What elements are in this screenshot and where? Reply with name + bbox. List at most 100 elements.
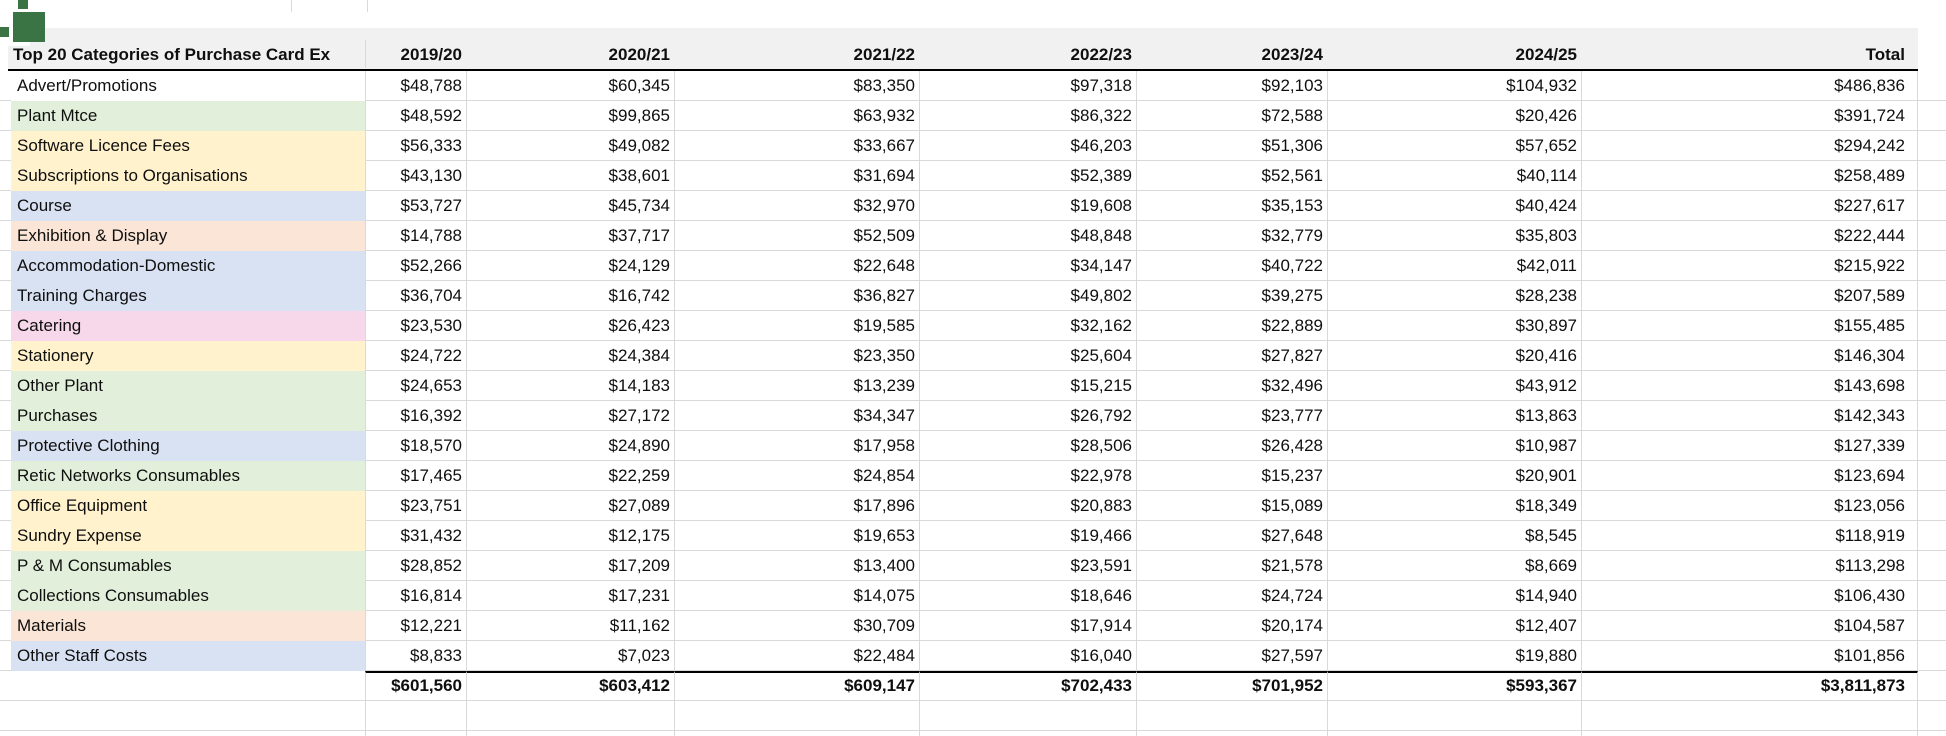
value-cell[interactable]: $104,587 bbox=[1582, 611, 1918, 641]
value-cell[interactable]: $40,114 bbox=[1328, 161, 1582, 191]
gutter-cell[interactable] bbox=[0, 71, 11, 101]
value-cell[interactable]: $12,407 bbox=[1328, 611, 1582, 641]
spacer-cell[interactable] bbox=[1918, 521, 1946, 551]
value-cell[interactable]: $18,646 bbox=[920, 581, 1137, 611]
row-label-cell[interactable]: Retic Networks Consumables bbox=[11, 461, 365, 491]
gutter-cell[interactable] bbox=[0, 311, 11, 341]
total-value-cell[interactable]: $609,147 bbox=[675, 671, 920, 701]
gutter-cell[interactable] bbox=[0, 221, 11, 251]
value-cell[interactable]: $83,350 bbox=[675, 71, 920, 101]
value-cell[interactable]: $17,958 bbox=[675, 431, 920, 461]
value-cell[interactable]: $22,259 bbox=[467, 461, 675, 491]
value-cell[interactable]: $146,304 bbox=[1582, 341, 1918, 371]
value-cell[interactable]: $22,978 bbox=[920, 461, 1137, 491]
row-label-cell[interactable]: Stationery bbox=[11, 341, 365, 371]
value-cell[interactable]: $15,237 bbox=[1137, 461, 1328, 491]
value-cell[interactable]: $19,653 bbox=[675, 521, 920, 551]
value-cell[interactable]: $23,530 bbox=[365, 311, 467, 341]
value-cell[interactable]: $40,722 bbox=[1137, 251, 1328, 281]
value-cell[interactable]: $48,788 bbox=[365, 71, 467, 101]
value-cell[interactable]: $27,827 bbox=[1137, 341, 1328, 371]
spacer-cell[interactable] bbox=[1918, 551, 1946, 581]
value-cell[interactable]: $24,724 bbox=[1137, 581, 1328, 611]
gutter-cell[interactable] bbox=[0, 461, 11, 491]
value-cell[interactable]: $215,922 bbox=[1582, 251, 1918, 281]
row-label-cell[interactable] bbox=[11, 671, 365, 701]
total-value-cell[interactable]: $701,952 bbox=[1137, 671, 1328, 701]
spacer-cell[interactable] bbox=[1918, 221, 1946, 251]
value-cell[interactable]: $20,426 bbox=[1328, 101, 1582, 131]
value-cell[interactable]: $14,075 bbox=[675, 581, 920, 611]
gutter-cell[interactable] bbox=[0, 641, 11, 671]
value-cell[interactable]: $13,239 bbox=[675, 371, 920, 401]
empty-cell[interactable] bbox=[1137, 701, 1328, 731]
value-cell[interactable]: $33,667 bbox=[675, 131, 920, 161]
spacer-cell[interactable] bbox=[1918, 731, 1946, 736]
gutter-cell[interactable] bbox=[0, 551, 11, 581]
spacer-cell[interactable] bbox=[1918, 701, 1946, 731]
value-cell[interactable]: $36,827 bbox=[675, 281, 920, 311]
value-cell[interactable]: $32,162 bbox=[920, 311, 1137, 341]
spacer-cell[interactable] bbox=[1918, 161, 1946, 191]
total-value-cell[interactable]: $593,367 bbox=[1328, 671, 1582, 701]
gutter-cell[interactable] bbox=[0, 731, 11, 736]
value-cell[interactable]: $113,298 bbox=[1582, 551, 1918, 581]
gutter-cell[interactable] bbox=[0, 341, 11, 371]
value-cell[interactable]: $27,597 bbox=[1137, 641, 1328, 671]
value-cell[interactable]: $14,183 bbox=[467, 371, 675, 401]
row-label-cell[interactable]: Sundry Expense bbox=[11, 521, 365, 551]
spacer-cell[interactable] bbox=[1918, 611, 1946, 641]
value-cell[interactable]: $34,347 bbox=[675, 401, 920, 431]
value-cell[interactable]: $123,056 bbox=[1582, 491, 1918, 521]
gutter-cell[interactable] bbox=[0, 491, 11, 521]
value-cell[interactable]: $19,466 bbox=[920, 521, 1137, 551]
value-cell[interactable]: $142,343 bbox=[1582, 401, 1918, 431]
value-cell[interactable]: $24,890 bbox=[467, 431, 675, 461]
row-label-cell[interactable]: Materials bbox=[11, 611, 365, 641]
value-cell[interactable]: $28,506 bbox=[920, 431, 1137, 461]
empty-cell[interactable] bbox=[675, 701, 920, 731]
value-cell[interactable]: $48,848 bbox=[920, 221, 1137, 251]
value-cell[interactable]: $46,203 bbox=[920, 131, 1137, 161]
value-cell[interactable]: $294,242 bbox=[1582, 131, 1918, 161]
value-cell[interactable]: $49,082 bbox=[467, 131, 675, 161]
value-cell[interactable]: $8,669 bbox=[1328, 551, 1582, 581]
empty-cell[interactable] bbox=[365, 701, 467, 731]
value-cell[interactable]: $30,897 bbox=[1328, 311, 1582, 341]
value-cell[interactable]: $106,430 bbox=[1582, 581, 1918, 611]
value-cell[interactable]: $24,653 bbox=[365, 371, 467, 401]
value-cell[interactable]: $11,162 bbox=[467, 611, 675, 641]
spacer-cell[interactable] bbox=[1918, 251, 1946, 281]
empty-cell[interactable] bbox=[675, 731, 920, 736]
value-cell[interactable]: $39,275 bbox=[1137, 281, 1328, 311]
value-cell[interactable]: $22,889 bbox=[1137, 311, 1328, 341]
value-cell[interactable]: $19,880 bbox=[1328, 641, 1582, 671]
value-cell[interactable]: $17,896 bbox=[675, 491, 920, 521]
spacer-cell[interactable] bbox=[1918, 581, 1946, 611]
column-header-2019-20[interactable]: 2019/20 bbox=[365, 40, 467, 68]
value-cell[interactable]: $486,836 bbox=[1582, 71, 1918, 101]
value-cell[interactable]: $16,040 bbox=[920, 641, 1137, 671]
value-cell[interactable]: $23,777 bbox=[1137, 401, 1328, 431]
empty-cell[interactable] bbox=[1137, 731, 1328, 736]
row-label-cell[interactable]: Course bbox=[11, 191, 365, 221]
table-title[interactable]: Top 20 Categories of Purchase Card Ex bbox=[13, 45, 331, 64]
row-label-cell[interactable] bbox=[11, 731, 365, 736]
value-cell[interactable]: $8,833 bbox=[365, 641, 467, 671]
value-cell[interactable]: $14,940 bbox=[1328, 581, 1582, 611]
value-cell[interactable]: $63,932 bbox=[675, 101, 920, 131]
value-cell[interactable]: $17,465 bbox=[365, 461, 467, 491]
value-cell[interactable]: $26,792 bbox=[920, 401, 1137, 431]
value-cell[interactable]: $31,432 bbox=[365, 521, 467, 551]
gutter-cell[interactable] bbox=[0, 431, 11, 461]
gutter-cell[interactable] bbox=[0, 251, 11, 281]
value-cell[interactable]: $104,932 bbox=[1328, 71, 1582, 101]
spacer-cell[interactable] bbox=[1918, 491, 1946, 521]
value-cell[interactable]: $24,129 bbox=[467, 251, 675, 281]
value-cell[interactable]: $24,384 bbox=[467, 341, 675, 371]
value-cell[interactable]: $8,545 bbox=[1328, 521, 1582, 551]
value-cell[interactable]: $27,172 bbox=[467, 401, 675, 431]
value-cell[interactable]: $15,089 bbox=[1137, 491, 1328, 521]
row-label-cell[interactable]: Plant Mtce bbox=[11, 101, 365, 131]
gutter-cell[interactable] bbox=[0, 611, 11, 641]
